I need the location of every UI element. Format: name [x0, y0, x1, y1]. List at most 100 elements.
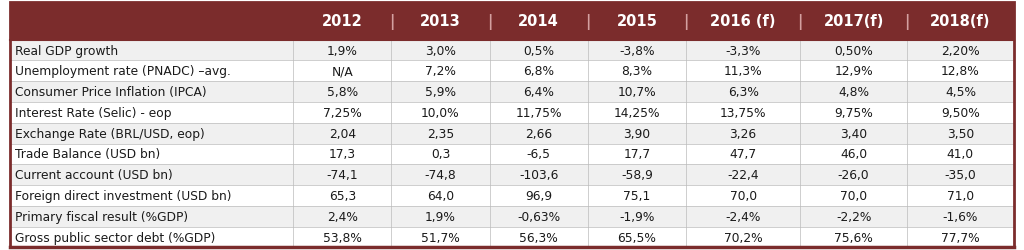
Text: 3,26: 3,26 — [729, 127, 757, 140]
Text: 5,9%: 5,9% — [425, 86, 456, 99]
Text: 3,90: 3,90 — [624, 127, 650, 140]
Text: -1,9%: -1,9% — [620, 210, 654, 223]
Text: 17,3: 17,3 — [329, 148, 355, 161]
Text: 70,2%: 70,2% — [724, 231, 763, 243]
Text: 64,0: 64,0 — [427, 189, 454, 202]
Text: 12,8%: 12,8% — [941, 65, 980, 78]
Text: 53,8%: 53,8% — [323, 231, 361, 243]
Text: -2,2%: -2,2% — [836, 210, 871, 223]
Text: 6,3%: 6,3% — [728, 86, 759, 99]
Text: Gross public sector debt (%GDP): Gross public sector debt (%GDP) — [15, 231, 216, 243]
Text: -1,6%: -1,6% — [943, 210, 978, 223]
Bar — [10, 186, 1014, 206]
Text: Consumer Price Inflation (IPCA): Consumer Price Inflation (IPCA) — [15, 86, 207, 99]
Text: Interest Rate (Selic) - eop: Interest Rate (Selic) - eop — [15, 106, 172, 120]
Text: 2012: 2012 — [322, 14, 362, 29]
Bar — [10, 206, 1014, 227]
Text: Foreign direct investment (USD bn): Foreign direct investment (USD bn) — [15, 189, 231, 202]
Text: |: | — [904, 14, 909, 30]
Text: 4,5%: 4,5% — [945, 86, 976, 99]
Text: 77,7%: 77,7% — [941, 231, 980, 243]
Text: 2,20%: 2,20% — [941, 44, 980, 57]
Text: N/A: N/A — [332, 65, 353, 78]
Text: 75,1: 75,1 — [624, 189, 650, 202]
Bar — [10, 144, 1014, 165]
Text: Current account (USD bn): Current account (USD bn) — [15, 168, 173, 181]
Text: 46,0: 46,0 — [840, 148, 867, 161]
Bar — [10, 82, 1014, 102]
Text: |: | — [389, 14, 394, 30]
Text: 0,5%: 0,5% — [523, 44, 554, 57]
Text: 7,25%: 7,25% — [323, 106, 361, 120]
Text: 11,3%: 11,3% — [724, 65, 763, 78]
Text: Primary fiscal result (%GDP): Primary fiscal result (%GDP) — [15, 210, 188, 223]
Bar — [10, 40, 1014, 61]
Text: 11,75%: 11,75% — [515, 106, 562, 120]
Text: |: | — [486, 14, 493, 30]
Bar — [10, 102, 1014, 123]
Bar — [10, 165, 1014, 186]
Text: 17,7: 17,7 — [624, 148, 650, 161]
Text: 5,8%: 5,8% — [327, 86, 357, 99]
Text: 9,50%: 9,50% — [941, 106, 980, 120]
Text: 71,0: 71,0 — [947, 189, 974, 202]
Text: 70,0: 70,0 — [840, 189, 867, 202]
Text: 1,9%: 1,9% — [425, 210, 456, 223]
Text: -2,4%: -2,4% — [725, 210, 761, 223]
Text: 14,25%: 14,25% — [613, 106, 660, 120]
Bar — [10, 123, 1014, 144]
Text: -26,0: -26,0 — [838, 168, 869, 181]
Text: 47,7: 47,7 — [729, 148, 757, 161]
Text: 0,3: 0,3 — [431, 148, 451, 161]
Text: 12,9%: 12,9% — [835, 65, 872, 78]
Text: 10,7%: 10,7% — [617, 86, 656, 99]
Text: -74,1: -74,1 — [327, 168, 358, 181]
Text: -6,5: -6,5 — [526, 148, 551, 161]
Text: -3,3%: -3,3% — [725, 44, 761, 57]
Text: 65,5%: 65,5% — [617, 231, 656, 243]
Text: 13,75%: 13,75% — [720, 106, 766, 120]
Text: -74,8: -74,8 — [425, 168, 457, 181]
Text: -0,63%: -0,63% — [517, 210, 560, 223]
Text: -3,8%: -3,8% — [620, 44, 654, 57]
Text: 2,35: 2,35 — [427, 127, 454, 140]
Text: |: | — [798, 14, 803, 30]
Text: 2,04: 2,04 — [329, 127, 355, 140]
Text: -35,0: -35,0 — [944, 168, 976, 181]
Text: 70,0: 70,0 — [729, 189, 757, 202]
Text: 2018(f): 2018(f) — [930, 14, 990, 29]
Text: 2015: 2015 — [616, 14, 657, 29]
Text: 2,66: 2,66 — [525, 127, 552, 140]
Text: 2014: 2014 — [518, 14, 559, 29]
Text: 6,4%: 6,4% — [523, 86, 554, 99]
Text: 2016 (f): 2016 (f) — [711, 14, 776, 29]
Text: 3,50: 3,50 — [947, 127, 974, 140]
Text: 3,0%: 3,0% — [425, 44, 456, 57]
Text: 2013: 2013 — [420, 14, 461, 29]
Bar — [10, 227, 1014, 248]
Text: 65,3: 65,3 — [329, 189, 356, 202]
Text: 75,6%: 75,6% — [835, 231, 873, 243]
Text: 2017(f): 2017(f) — [823, 14, 884, 29]
Text: |: | — [683, 14, 689, 30]
Text: 3,40: 3,40 — [840, 127, 867, 140]
Text: 96,9: 96,9 — [525, 189, 552, 202]
Text: |: | — [585, 14, 591, 30]
Text: Real GDP growth: Real GDP growth — [15, 44, 119, 57]
Text: 6,8%: 6,8% — [523, 65, 554, 78]
Text: 2,4%: 2,4% — [327, 210, 357, 223]
Text: -22,4: -22,4 — [727, 168, 759, 181]
Text: 8,3%: 8,3% — [622, 65, 652, 78]
Bar — [10, 2, 1014, 40]
Bar — [10, 61, 1014, 82]
Text: 1,9%: 1,9% — [327, 44, 357, 57]
Text: -103,6: -103,6 — [519, 168, 558, 181]
Text: 0,50%: 0,50% — [835, 44, 873, 57]
Text: 10,0%: 10,0% — [421, 106, 460, 120]
Text: 51,7%: 51,7% — [421, 231, 460, 243]
Text: Trade Balance (USD bn): Trade Balance (USD bn) — [15, 148, 161, 161]
Text: 7,2%: 7,2% — [425, 65, 456, 78]
Text: Exchange Rate (BRL/USD, eop): Exchange Rate (BRL/USD, eop) — [15, 127, 205, 140]
Text: 41,0: 41,0 — [947, 148, 974, 161]
Text: 56,3%: 56,3% — [519, 231, 558, 243]
